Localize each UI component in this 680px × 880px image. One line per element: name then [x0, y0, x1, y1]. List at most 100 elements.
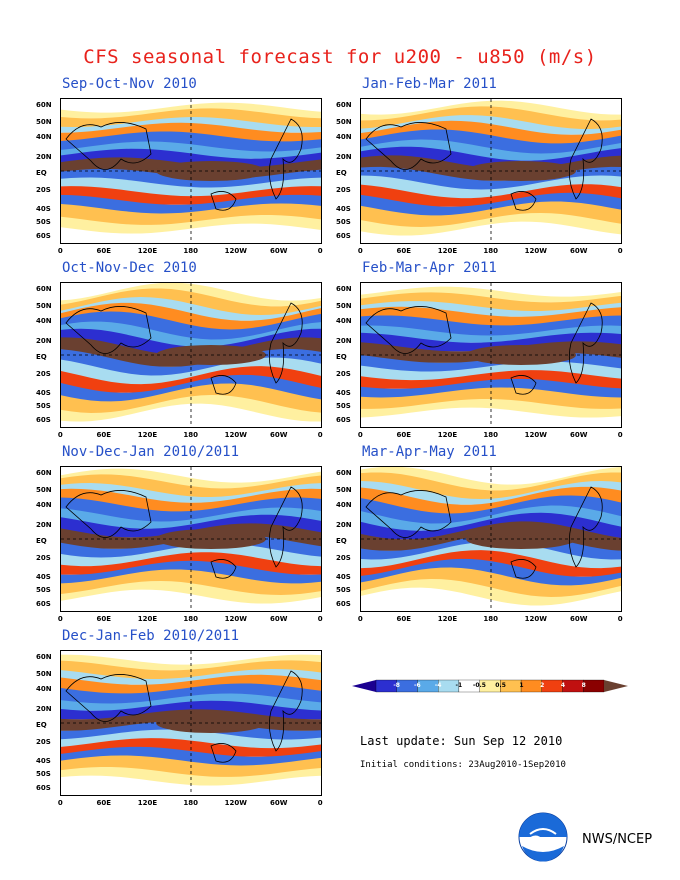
- lat-tick-label: 20S: [36, 738, 51, 747]
- lat-tick-label: 20N: [36, 153, 52, 162]
- map-plot: [360, 466, 622, 612]
- lat-tick-label: 60S: [36, 416, 51, 425]
- lon-tick-label: 60E: [96, 247, 112, 255]
- map-plot: [60, 282, 322, 428]
- colorbar-tick-label: -4: [434, 682, 442, 689]
- lat-tick-label: 20N: [36, 705, 52, 714]
- lon-tick-label: 120E: [437, 431, 458, 439]
- lat-tick-label: 40S: [36, 572, 51, 581]
- lat-tick-label: 50N: [36, 302, 52, 311]
- lat-tick-label: 50S: [336, 401, 351, 410]
- panel-fma: Feb-Mar-Apr 2011 60N 50N 40N 20N EQ 20S 40S 50S…: [336, 260, 660, 462]
- lon-tick-label: 120E: [437, 247, 458, 255]
- lon-tick-label: 180: [483, 247, 499, 255]
- lat-tick-label: 20S: [336, 554, 351, 563]
- contour-band: [361, 587, 621, 611]
- lat-tick-label: 20S: [36, 554, 51, 563]
- noaa-logo-icon: [518, 812, 568, 862]
- agency-label: NWS/NCEP: [582, 832, 653, 847]
- coastline: [365, 486, 603, 579]
- lon-tick-label: 0: [617, 247, 623, 255]
- lon-tick-label: 0: [617, 615, 623, 623]
- lat-tick-label: 40S: [336, 204, 351, 213]
- lon-tick-label: 120W: [524, 615, 547, 623]
- colorbar-tick-label: 4: [560, 682, 566, 689]
- lon-tick-label: 0: [357, 615, 363, 623]
- panel-title: Feb-Mar-Apr 2011: [362, 260, 497, 276]
- lon-tick-label: 60W: [269, 615, 288, 623]
- lat-tick-label: 50S: [336, 585, 351, 594]
- map-plot: [60, 466, 322, 612]
- colorbar-tick-label: 0.5: [495, 682, 506, 689]
- lat-tick-label: 20N: [36, 521, 52, 530]
- lat-tick-label: EQ: [36, 168, 47, 177]
- lat-tick-label: 20N: [336, 153, 352, 162]
- lat-tick-label: 60N: [36, 469, 52, 478]
- panel-title: Sep-Oct-Nov 2010: [62, 76, 197, 92]
- colorbar-tick-label: 2: [540, 682, 545, 689]
- lat-tick-label: 50N: [336, 486, 352, 495]
- lon-tick-label: 60W: [269, 431, 288, 439]
- lon-tick-label: 60W: [569, 431, 588, 439]
- lat-tick-label: 20S: [36, 186, 51, 195]
- map-plot: [60, 98, 322, 244]
- panel-mam: Mar-Apr-May 2011 60N 50N 40N 20N EQ 20S 40S 50S…: [336, 444, 660, 646]
- lon-tick-label: 60E: [96, 799, 112, 807]
- lon-tick-label: 0: [317, 799, 323, 807]
- panel-title: Oct-Nov-Dec 2010: [62, 260, 197, 276]
- lat-tick-label: 60S: [336, 232, 351, 241]
- lat-tick-label: 20N: [36, 337, 52, 346]
- contour-band: [466, 345, 576, 365]
- figure-title: CFS seasonal forecast for u200 - u850 (m…: [83, 46, 597, 68]
- lon-tick-label: 0: [317, 431, 323, 439]
- lat-tick-label: 50S: [36, 585, 51, 594]
- lon-tick-label: 0: [357, 431, 363, 439]
- lat-tick-label: 60N: [336, 101, 352, 110]
- lon-tick-label: 60E: [96, 615, 112, 623]
- lat-tick-label: 60N: [336, 469, 352, 478]
- lat-tick-label: 50N: [336, 118, 352, 127]
- map-field: [361, 283, 621, 427]
- colorbar-tick-label: -0.5: [472, 682, 486, 689]
- lon-tick-label: 120W: [524, 247, 547, 255]
- lat-tick-label: 40S: [36, 388, 51, 397]
- lon-tick-label: 0: [317, 247, 323, 255]
- lon-tick-label: 0: [617, 431, 623, 439]
- lon-tick-label: 60W: [269, 247, 288, 255]
- lat-tick-label: 40N: [36, 132, 52, 141]
- contour-band: [466, 161, 576, 181]
- lon-tick-label: 120W: [224, 799, 247, 807]
- map-field: [61, 283, 321, 427]
- lat-tick-label: 40S: [336, 388, 351, 397]
- colorbar-tick-label: -8: [393, 682, 400, 689]
- lat-tick-label: 20S: [336, 370, 351, 379]
- panel-jfm: Jan-Feb-Mar 2011 60N 50N 40N 20N EQ 20S 40S 50S…: [336, 76, 660, 278]
- colorbar-tick-label: 1: [519, 682, 524, 689]
- panel-title: Mar-Apr-May 2011: [362, 444, 497, 460]
- lon-tick-label: 0: [57, 615, 63, 623]
- colorbar-scale: [352, 679, 628, 693]
- lon-tick-label: 60E: [96, 431, 112, 439]
- map-plot: [60, 650, 322, 796]
- lat-tick-label: 20N: [336, 521, 352, 530]
- lon-tick-label: 60W: [569, 615, 588, 623]
- lat-tick-label: 60S: [336, 600, 351, 609]
- map-field: [361, 467, 621, 611]
- panel-title: Nov-Dec-Jan 2010/2011: [62, 444, 240, 460]
- map-field: [61, 467, 321, 611]
- lat-tick-label: 40S: [36, 756, 51, 765]
- coastline: [365, 302, 603, 395]
- lat-tick-label: 20N: [336, 337, 352, 346]
- lon-tick-label: 120E: [137, 799, 158, 807]
- lon-tick-label: 0: [57, 799, 63, 807]
- lat-tick-label: 60S: [36, 784, 51, 793]
- last-update-text: Last update: Sun Sep 12 2010: [360, 734, 563, 748]
- panel-title: Dec-Jan-Feb 2010/2011: [62, 628, 240, 644]
- colorbar-tick-label: -1: [455, 682, 463, 689]
- lat-tick-label: EQ: [336, 352, 347, 361]
- lon-tick-label: 0: [357, 247, 363, 255]
- lon-tick-label: 120E: [137, 615, 158, 623]
- lat-tick-label: 60S: [36, 232, 51, 241]
- coastline: [65, 670, 303, 763]
- lat-tick-label: 60N: [36, 653, 52, 662]
